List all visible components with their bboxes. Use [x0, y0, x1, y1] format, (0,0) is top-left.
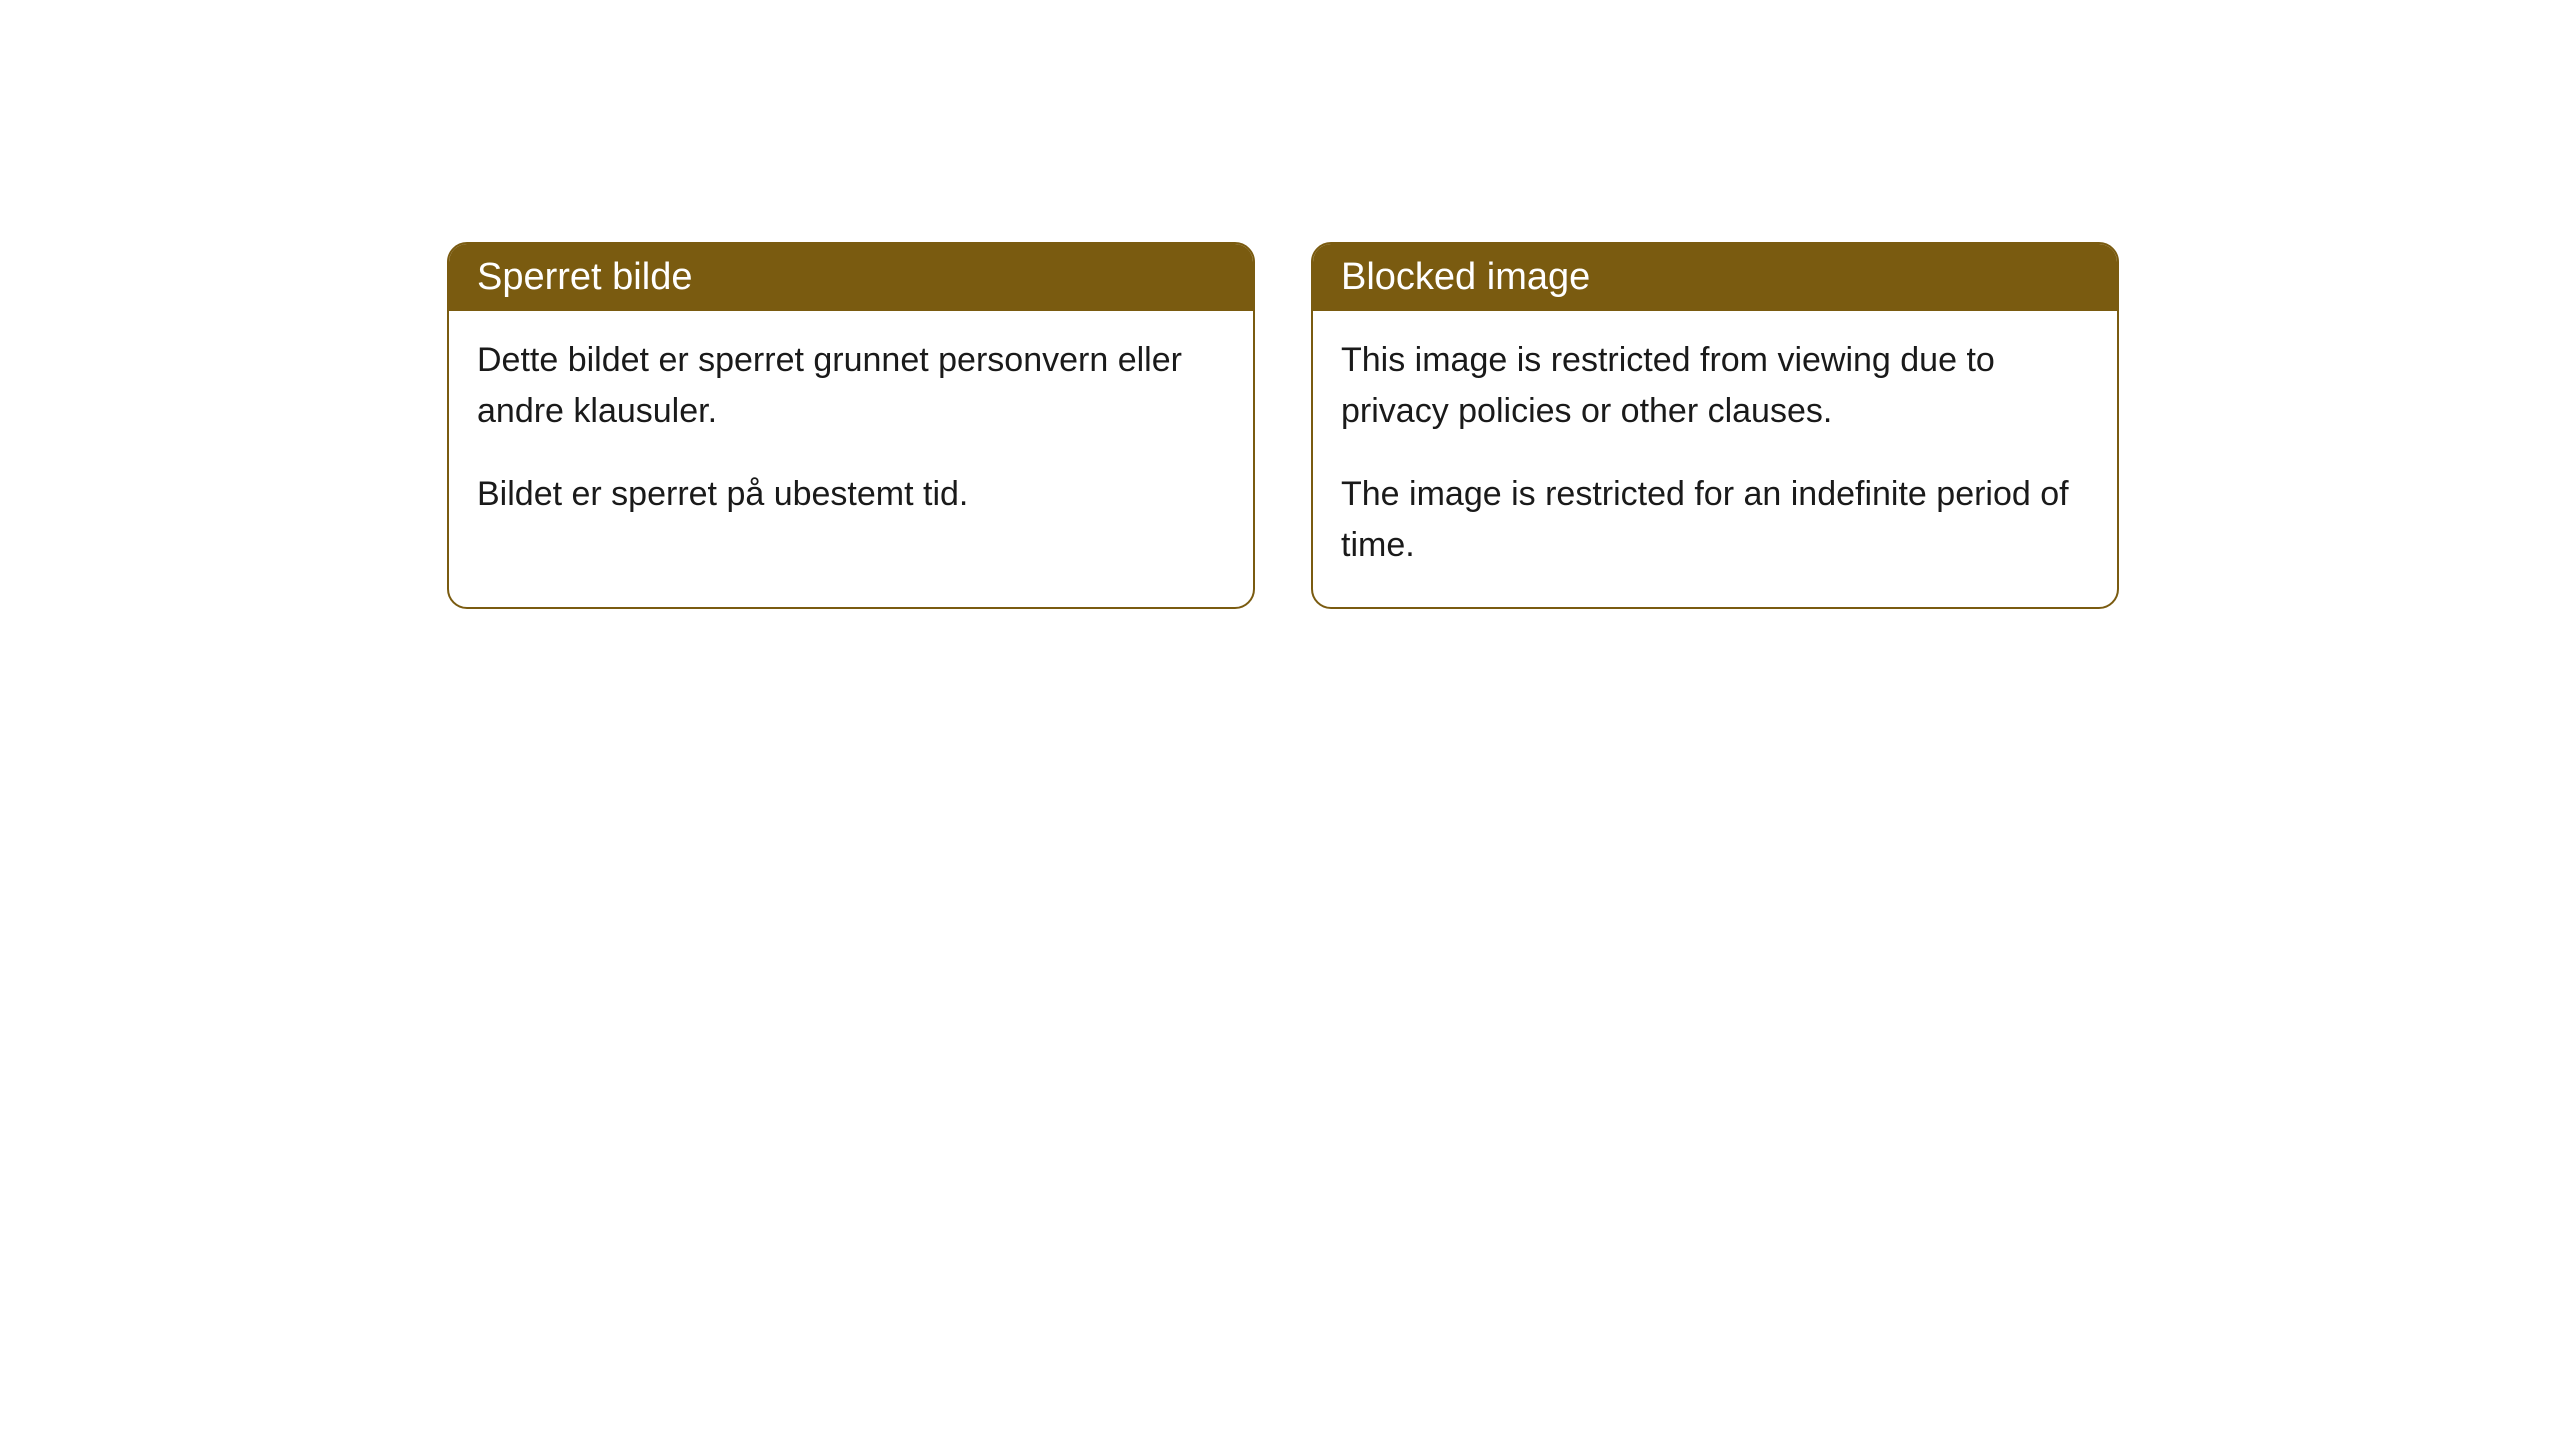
card-title: Blocked image	[1341, 256, 1590, 298]
blocked-image-card-english: Blocked image This image is restricted f…	[1311, 242, 2119, 609]
card-paragraph: Bildet er sperret på ubestemt tid.	[477, 469, 1225, 520]
card-body-norwegian: Dette bildet er sperret grunnet personve…	[449, 311, 1253, 556]
card-header-english: Blocked image	[1313, 244, 2117, 311]
card-paragraph: Dette bildet er sperret grunnet personve…	[477, 335, 1225, 437]
card-body-english: This image is restricted from viewing du…	[1313, 311, 2117, 607]
card-paragraph: The image is restricted for an indefinit…	[1341, 469, 2089, 571]
card-title: Sperret bilde	[477, 256, 692, 298]
blocked-image-card-norwegian: Sperret bilde Dette bildet er sperret gr…	[447, 242, 1255, 609]
card-paragraph: This image is restricted from viewing du…	[1341, 335, 2089, 437]
card-header-norwegian: Sperret bilde	[449, 244, 1253, 311]
notice-cards-container: Sperret bilde Dette bildet er sperret gr…	[447, 242, 2119, 609]
